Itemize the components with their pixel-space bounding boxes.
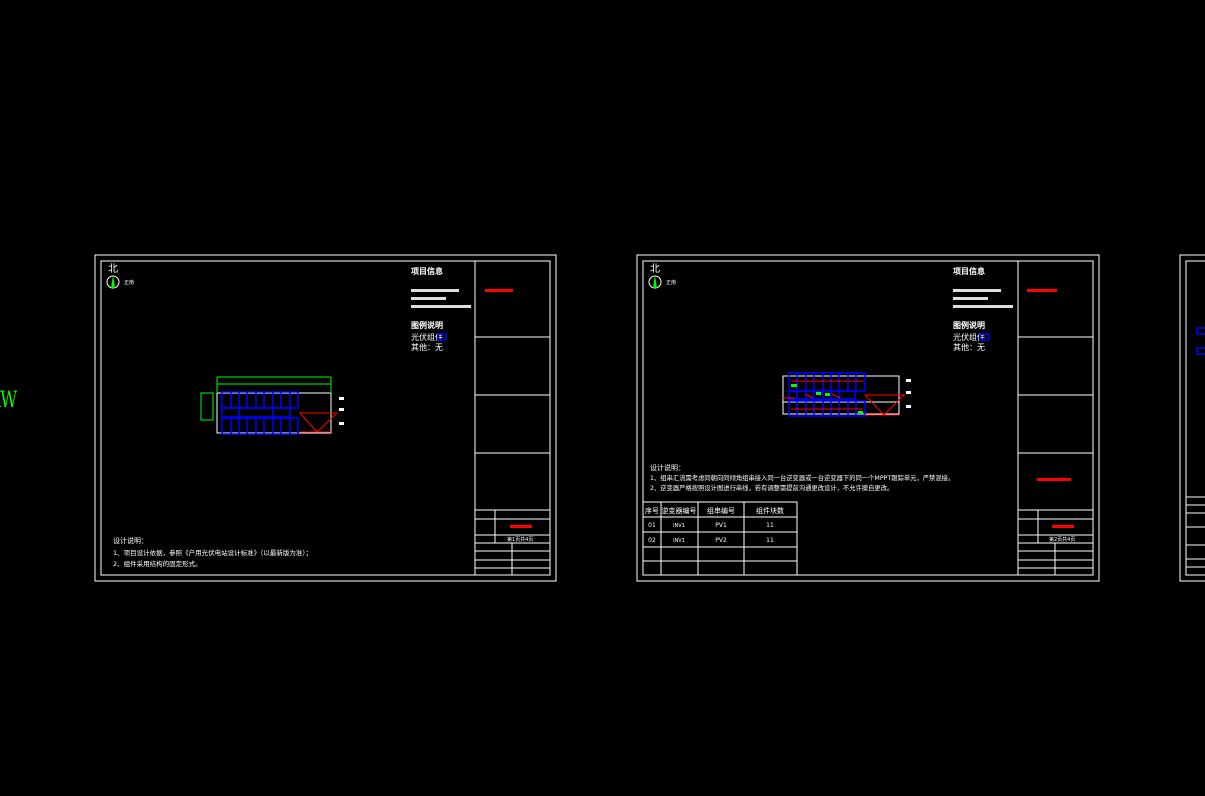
north-label: 北 [108,263,118,275]
info-title: 项目信息 [411,266,443,276]
drawing-sheet-3[interactable] [1179,254,1205,582]
drawing-sheet-2[interactable]: 第2页共4页 北 正南 项目信息 图例说明 光伏组件 其他：无 设计说明： 1、… [636,254,1100,582]
pv-array-layout[interactable] [200,376,344,435]
title-block: 第1页共4页 [474,261,550,575]
legend-other: 其他：无 [953,342,985,352]
note-1: 1、组串汇流需考虑同朝向同倾角组串接入同一台逆变器或一台逆变器下的同一个MPPT… [650,473,954,482]
table-cell: INV1 [673,523,685,529]
drawing-sheet-1[interactable]: 第1页共4页 北 正南 项目信息 图例说明 光伏组件 其他：无 设计说明： 1、… [94,254,557,582]
pv-array-layout[interactable] [782,372,911,417]
legend-title: 图例说明 [953,320,985,330]
compass-label: 正南 [124,279,134,286]
table-cell: PV1 [715,522,727,529]
info-title: 项目信息 [953,266,985,276]
notes-title: 设计说明： [113,536,148,545]
legend-title: 图例说明 [411,320,443,330]
page-number: 第1页共4页 [507,536,533,543]
table-cell: INV1 [673,538,685,544]
page-number: 第2页共4页 [1049,536,1075,543]
table-header: 组件块数 [756,506,784,515]
table-header: 组串编号 [707,506,735,515]
legend-pv: 光伏组件 [411,332,443,342]
compass-label: 正南 [666,279,676,286]
title-block: 第2页共4页 [1017,261,1093,575]
table-cell: PV2 [715,537,727,544]
table-cell: 11 [766,537,774,544]
capacity-label: 0KW [0,388,18,413]
table-cell: 01 [648,522,656,529]
north-label: 北 [650,263,660,275]
string-table: 序号 逆变器编号 组串编号 组件块数 01 INV1 PV1 11 02 INV… [642,501,798,576]
legend-other: 其他：无 [411,342,443,352]
table-cell: 11 [766,522,774,529]
table-header: 逆变器编号 [662,506,697,515]
notes-title: 设计说明： [650,463,685,472]
table-header: 序号 [645,506,659,515]
note-2: 2、组件采用结构的固定形式。 [113,559,202,568]
legend-pv: 光伏组件 [953,332,985,342]
note-2: 2、逆变器严格按照设计图进行串线，若有调整需提前沟通更改设计，不允许擅自更改。 [650,483,893,492]
table-cell: 02 [648,537,656,544]
note-1: 1、项目设计依据，参照《户用光伏电站设计标准》（以最新版为准）； [113,548,312,557]
